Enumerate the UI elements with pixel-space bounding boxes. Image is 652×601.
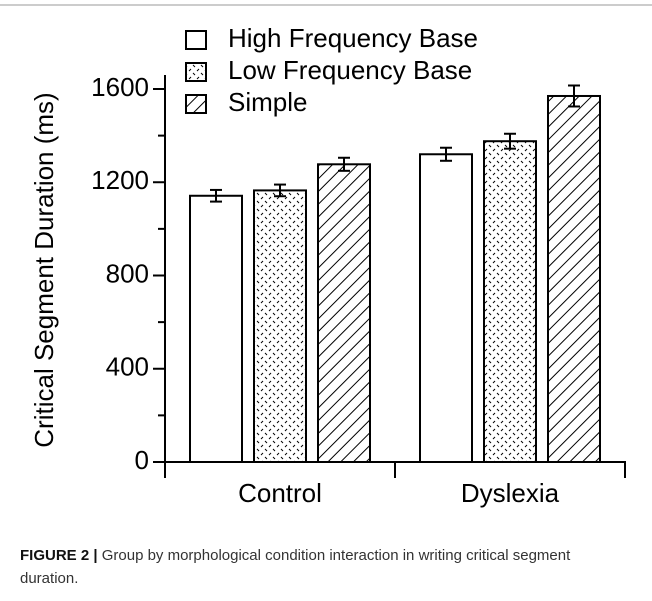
legend-label: Low Frequency Base — [228, 55, 472, 85]
legend-label: High Frequency Base — [228, 23, 478, 53]
legend-swatch — [185, 94, 207, 114]
legend-label: Simple — [228, 87, 307, 117]
bar — [419, 153, 473, 464]
chart: Critical Segment Duration (ms) 0 400 800 12… — [0, 4, 652, 508]
error-bar — [338, 156, 350, 172]
error-bar — [274, 183, 286, 198]
caption-text: Group by morphological condition interac… — [20, 547, 571, 587]
error-bar — [210, 188, 222, 203]
caption-label: FIGURE 2 | — [20, 547, 98, 564]
figure-caption: FIGURE 2 | Group by morphological condit… — [20, 544, 620, 590]
bar — [253, 189, 307, 463]
x-tick-label: Control — [238, 478, 322, 508]
y-tick-label: 1600 — [91, 72, 149, 102]
legend-swatch — [185, 30, 207, 50]
y-tick-label: 800 — [106, 258, 149, 288]
bar — [547, 94, 601, 463]
bar — [483, 140, 537, 464]
x-tick-label: Dyslexia — [461, 478, 560, 508]
error-bar — [440, 146, 452, 162]
y-tick-label: 1200 — [91, 165, 149, 195]
y-axis-label: Critical Segment Duration (ms) — [29, 92, 59, 447]
error-bar — [504, 132, 516, 150]
bar — [317, 163, 371, 463]
bar — [189, 194, 243, 463]
legend-swatch — [185, 62, 207, 82]
y-tick-label: 0 — [135, 445, 149, 475]
error-bar — [568, 84, 580, 108]
y-tick-label: 400 — [106, 352, 149, 382]
